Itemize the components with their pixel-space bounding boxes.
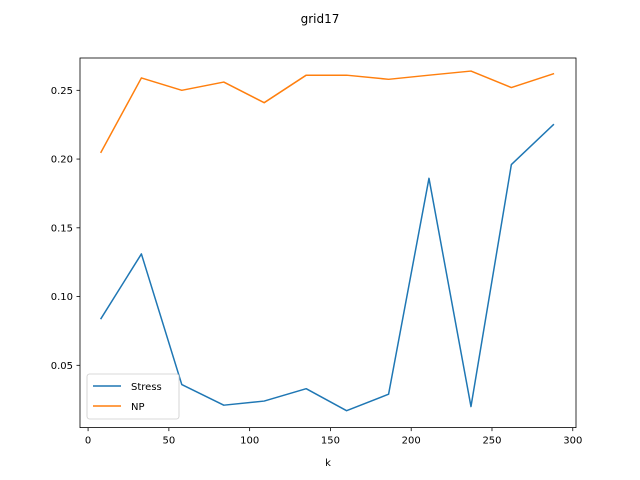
- plot-frame: [79, 57, 577, 429]
- plot-lines: [99, 70, 555, 412]
- x-tick-label: 50: [162, 436, 175, 447]
- y-axis: 0.05 0.10 0.15 0.20 0.25: [51, 86, 80, 372]
- x-axis: 0 50 100 150 200 250 300: [85, 427, 582, 447]
- series-line-np: [99, 70, 555, 154]
- x-tick-label: 300: [563, 436, 582, 447]
- y-tick-label: 0.10: [51, 292, 73, 303]
- legend: Stress NP: [86, 373, 180, 420]
- y-tick-label: 0.15: [51, 223, 73, 234]
- y-tick-label: 0.20: [51, 155, 73, 166]
- x-axis-label: k: [325, 458, 331, 469]
- x-tick-label: 100: [240, 436, 259, 447]
- series-line-stress: [99, 123, 555, 412]
- x-tick-label: 200: [402, 436, 421, 447]
- x-tick-label: 150: [321, 436, 340, 447]
- chart-title: grid17: [301, 12, 340, 26]
- y-tick-label: 0.05: [51, 361, 73, 372]
- x-tick-label: 250: [482, 436, 501, 447]
- y-tick-label: 0.25: [51, 86, 73, 97]
- x-tick-label: 0: [85, 436, 91, 447]
- legend-label-stress: Stress: [131, 382, 162, 393]
- legend-label-np: NP: [131, 402, 145, 413]
